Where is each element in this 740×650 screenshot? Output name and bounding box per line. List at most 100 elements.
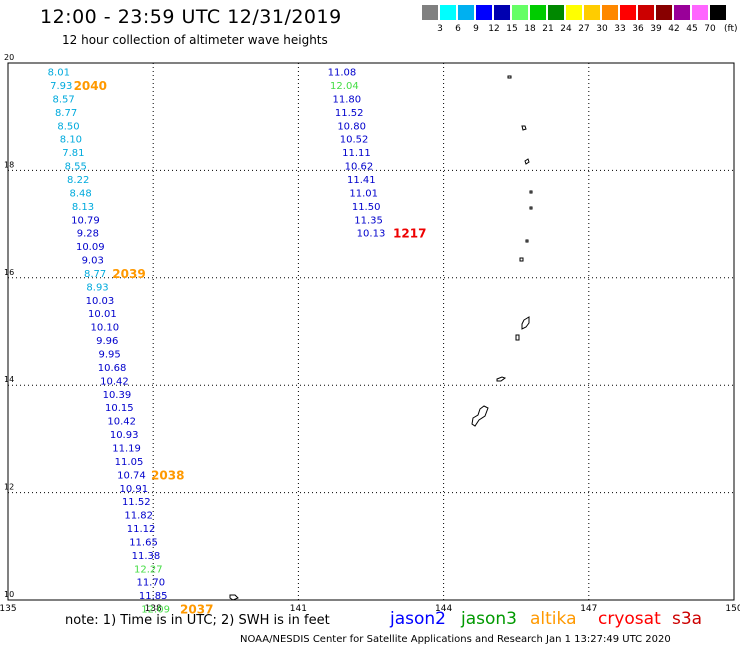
wave-height-value: 11.11 xyxy=(342,148,371,159)
wave-height-value: 10.74 xyxy=(117,470,146,481)
scale-swatch xyxy=(440,5,456,20)
scale-unit: (ft) xyxy=(724,24,738,34)
lat-tick-label: 20 xyxy=(4,53,14,62)
scale-label: 33 xyxy=(614,24,626,34)
map-title: 12:00 - 23:59 UTC 12/31/2019 xyxy=(40,6,342,28)
wave-height-value: 7.81 xyxy=(62,148,84,159)
footer-note: note: 1) Time is in UTC; 2) SWH is in fe… xyxy=(65,613,330,628)
island-outlines xyxy=(229,75,533,601)
satellite-cryosat: cryosat xyxy=(598,609,661,629)
scale-swatch xyxy=(620,5,636,20)
wave-height-value: 10.68 xyxy=(98,363,127,374)
wave-height-value: 10.01 xyxy=(88,309,117,320)
wave-height-value: 10.79 xyxy=(71,215,100,226)
wave-height-value: 11.08 xyxy=(328,68,357,79)
wave-height-value: 9.96 xyxy=(96,336,118,347)
lon-tick-label: 141 xyxy=(290,604,307,614)
wave-height-value: 11.85 xyxy=(139,591,168,602)
island-guam xyxy=(471,405,489,427)
scale-label: 12 xyxy=(488,24,500,34)
wave-height-value: 11.80 xyxy=(332,94,361,105)
island-tinian xyxy=(515,334,520,341)
wave-height-value: 8.48 xyxy=(69,188,91,199)
wave-height-value: 11.50 xyxy=(352,202,381,213)
satellite-jason3: jason3 xyxy=(461,609,517,629)
wave-height-value: 8.77 xyxy=(55,108,77,119)
wave-height-value: 10.13 xyxy=(357,229,386,240)
scale-label: 42 xyxy=(668,24,680,34)
scale-swatch xyxy=(566,5,582,20)
wave-height-value: 11.65 xyxy=(129,537,158,548)
lat-tick-label: 14 xyxy=(4,375,14,384)
lon-tick-label: 138 xyxy=(145,604,162,614)
scale-label: 18 xyxy=(524,24,536,34)
lat-tick-label: 18 xyxy=(4,160,14,169)
wave-height-value: 11.70 xyxy=(136,578,165,589)
pass-time-label: 1217 xyxy=(393,227,426,241)
scale-swatch xyxy=(458,5,474,20)
scale-label: 24 xyxy=(560,24,572,34)
map-subtitle: 12 hour collection of altimeter wave hei… xyxy=(62,33,328,47)
wave-height-value: 11.12 xyxy=(127,524,156,535)
scale-swatch xyxy=(638,5,654,20)
wave-height-value: 11.41 xyxy=(347,175,376,186)
wave-height-value: 9.03 xyxy=(82,256,104,267)
map-frame xyxy=(7,62,735,601)
island-farallon xyxy=(507,75,512,79)
wave-height-value: 8.01 xyxy=(48,68,70,79)
satellite-altika: altika xyxy=(530,609,577,629)
scale-swatch xyxy=(422,5,438,20)
lat-tick-label: 16 xyxy=(4,268,14,277)
lon-tick-label: 135 xyxy=(0,604,17,614)
wave-height-value: 8.77 xyxy=(84,269,106,280)
scale-label: 70 xyxy=(704,24,716,34)
scale-label: 15 xyxy=(506,24,518,34)
scale-swatch xyxy=(674,5,690,20)
wave-height-value: 8.93 xyxy=(86,282,108,293)
wave-height-value: 10.62 xyxy=(345,162,374,173)
wave-height-value: 9.28 xyxy=(77,229,99,240)
lat-tick-label: 10 xyxy=(4,590,14,599)
island-rota xyxy=(496,376,507,382)
scale-swatch xyxy=(656,5,672,20)
scale-swatch xyxy=(602,5,618,20)
scale-swatch xyxy=(530,5,546,20)
wave-height-value: 8.10 xyxy=(60,135,82,146)
wave-height-value: 10.91 xyxy=(120,484,149,495)
wave-height-value: 12.04 xyxy=(330,81,359,92)
pass-time-label: 2039 xyxy=(112,267,145,281)
wave-height-value: 8.50 xyxy=(57,121,79,132)
lon-tick-label: 144 xyxy=(435,604,452,614)
wave-height-value: 10.10 xyxy=(90,323,119,334)
wave-height-value: 11.38 xyxy=(132,551,161,562)
wave-height-value: 10.52 xyxy=(340,135,369,146)
wave-height-value: 11.52 xyxy=(122,497,151,508)
wave-height-value: 10.39 xyxy=(103,390,132,401)
scale-label: 39 xyxy=(650,24,662,34)
scale-swatch xyxy=(584,5,600,20)
scale-label: 6 xyxy=(455,24,461,34)
pass-time-label: 2037 xyxy=(180,603,213,617)
wave-height-value: 12.27 xyxy=(134,564,163,575)
island-alamagan xyxy=(525,239,529,243)
island-pagan xyxy=(529,206,533,210)
scale-swatch xyxy=(512,5,528,20)
wave-height-value: 8.57 xyxy=(53,94,75,105)
wave-height-value: 10.42 xyxy=(100,376,129,387)
wave-height-value: 11.19 xyxy=(112,443,141,454)
wave-height-value: 12.09 xyxy=(141,605,170,616)
scale-swatch xyxy=(494,5,510,20)
wave-height-value: 11.82 xyxy=(124,511,153,522)
wave-height-value: 11.01 xyxy=(349,188,378,199)
wave-height-value: 7.93 xyxy=(50,81,72,92)
wave-height-value: 8.13 xyxy=(72,202,94,213)
satellite-jason2: jason2 xyxy=(390,609,446,629)
wave-height-value: 10.42 xyxy=(107,417,136,428)
island-maug xyxy=(521,125,527,131)
wave-height-value: 11.52 xyxy=(335,108,364,119)
pass-time-label: 2040 xyxy=(74,79,107,93)
wave-height-value: 8.22 xyxy=(67,175,89,186)
footer-credit: NOAA/NESDIS Center for Satellite Applica… xyxy=(240,634,671,645)
scale-label: 3 xyxy=(437,24,443,34)
